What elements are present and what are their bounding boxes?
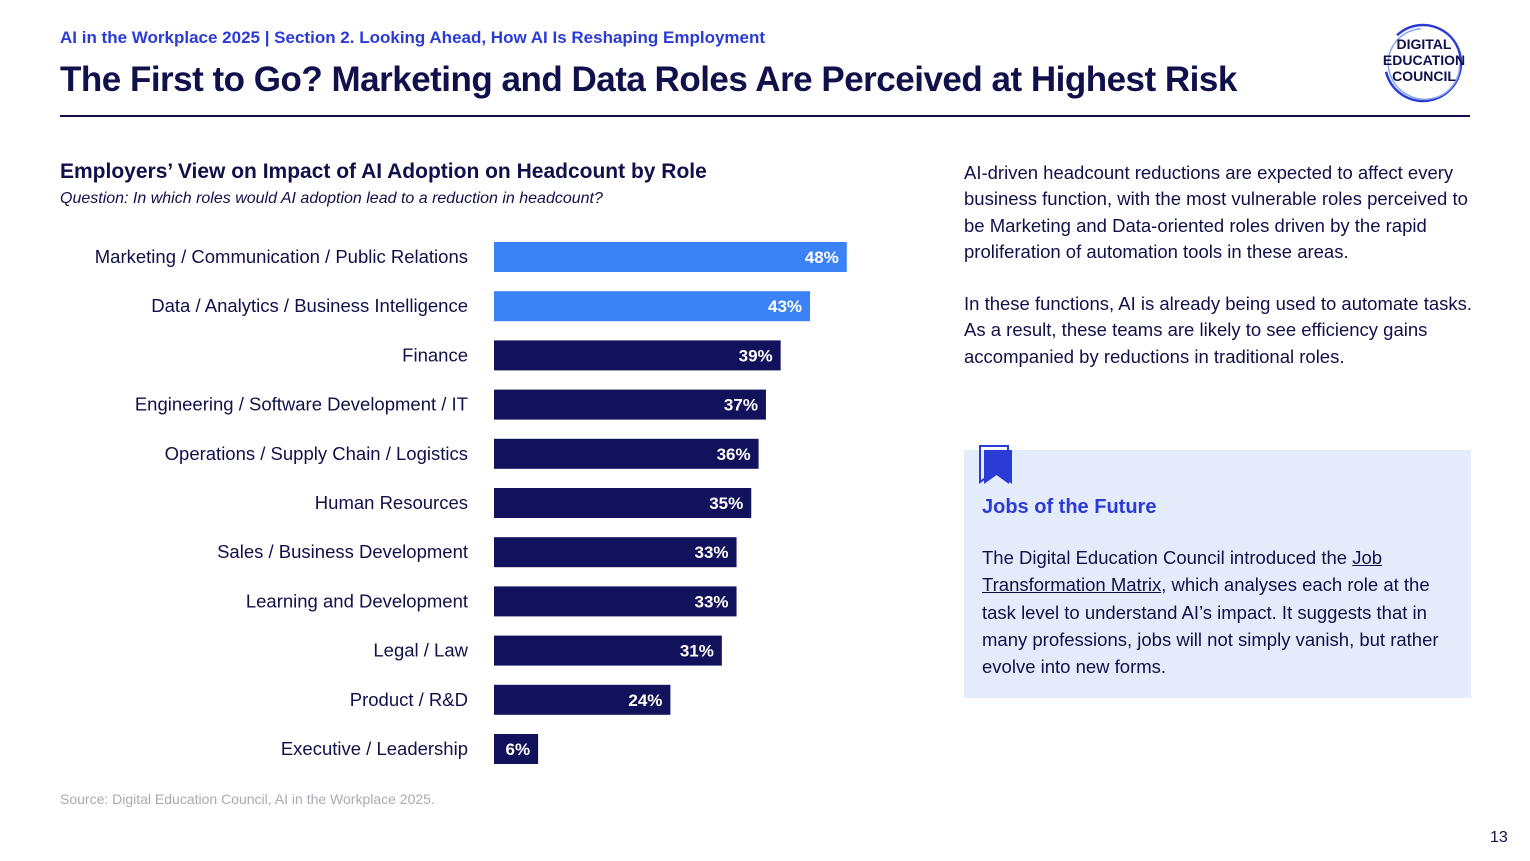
bar <box>494 734 539 764</box>
callout-title: Jobs of the Future <box>982 496 1157 518</box>
data-label: 37% <box>724 396 758 415</box>
category-label: Sales / Business Development <box>217 541 468 562</box>
data-label: 36% <box>717 445 751 464</box>
breadcrumb: AI in the Workplace 2025 | Section 2. Lo… <box>60 28 766 47</box>
bar-row: Finance 39% <box>402 340 781 371</box>
category-label: Legal / Law <box>373 640 468 661</box>
page-title: The First to Go? Marketing and Data Role… <box>60 60 1237 99</box>
callout-text-before: The Digital Education Council introduced… <box>982 547 1353 568</box>
category-label: Marketing / Communication / Public Relat… <box>95 246 468 267</box>
bar <box>494 242 847 272</box>
bar-row: Learning and Development 33% <box>246 586 737 617</box>
bar-row: Human Resources 35% <box>315 488 752 518</box>
category-label: Executive / Leadership <box>281 738 468 759</box>
callout-text-after: , which analyses each role at the task l… <box>982 574 1439 678</box>
bar <box>494 438 759 469</box>
data-label: 48% <box>805 248 839 267</box>
bar <box>494 684 671 715</box>
category-label: Engineering / Software Development / IT <box>135 394 468 415</box>
data-label: 39% <box>739 346 773 365</box>
title-divider <box>60 115 1470 117</box>
bar-chart: Marketing / Communication / Public Relat… <box>95 242 847 764</box>
page-number: 13 <box>1490 829 1508 846</box>
bar-row: Sales / Business Development 33% <box>217 537 737 568</box>
bar-row: Data / Analytics / Business Intelligence… <box>151 291 811 322</box>
bar-row: Engineering / Software Development / IT 3… <box>135 389 766 420</box>
logo-line-2: EDUCATION <box>1382 52 1466 68</box>
data-label: 33% <box>695 543 729 562</box>
category-label: Learning and Development <box>246 590 468 611</box>
bar-row: Legal / Law 31% <box>373 635 722 666</box>
logo: DIGITAL EDUCATION COUNCIL <box>1378 22 1465 104</box>
bar <box>494 537 737 568</box>
chart-subtitle: Question: In which roles would AI adopti… <box>60 190 603 207</box>
body-text: AI-driven headcount reductions are expec… <box>964 160 1474 396</box>
data-label: 33% <box>695 592 729 611</box>
bar-row: Product / R&D 24% <box>350 684 671 715</box>
data-label: 24% <box>628 691 662 710</box>
body-paragraph-1: AI-driven headcount reductions are expec… <box>964 162 1468 262</box>
bar <box>494 291 811 322</box>
data-label: 31% <box>680 642 714 661</box>
logo-line-1: DIGITAL <box>1396 36 1452 52</box>
bar-row: Marketing / Communication / Public Relat… <box>95 242 847 272</box>
source-note: Source: Digital Education Council, AI in… <box>60 791 435 807</box>
data-label: 6% <box>506 740 531 759</box>
category-label: Operations / Supply Chain / Logistics <box>165 443 468 464</box>
logo-line-3: COUNCIL <box>1392 68 1456 84</box>
category-label: Product / R&D <box>350 689 468 710</box>
category-label: Data / Analytics / Business Intelligence <box>151 295 468 316</box>
bar-row: Executive / Leadership 6% <box>281 734 539 764</box>
callout-body: The Digital Education Council introduced… <box>982 544 1457 680</box>
job-transformation-matrix-link[interactable]: Job Transformation Matrix <box>982 547 1383 596</box>
body-paragraph-2: In these functions, AI is already being … <box>964 293 1473 367</box>
logo-text: DIGITAL EDUCATION COUNCIL <box>1378 36 1470 84</box>
bar-row: Operations / Supply Chain / Logistics 36% <box>165 438 759 469</box>
category-label: Finance <box>402 344 468 365</box>
logo-ring-icon <box>1383 23 1463 103</box>
bar <box>494 340 781 371</box>
data-label: 43% <box>768 297 802 316</box>
category-label: Human Resources <box>315 492 468 513</box>
callout-box: Jobs of the Future The Digital Education… <box>964 445 1471 698</box>
bar <box>494 389 766 420</box>
bar <box>494 635 722 666</box>
chart-title: Employers’ View on Impact of AI Adoption… <box>60 160 707 183</box>
bar <box>494 586 737 617</box>
bar <box>494 488 752 518</box>
data-label: 35% <box>709 494 743 513</box>
bookmark-icon <box>979 445 1012 484</box>
